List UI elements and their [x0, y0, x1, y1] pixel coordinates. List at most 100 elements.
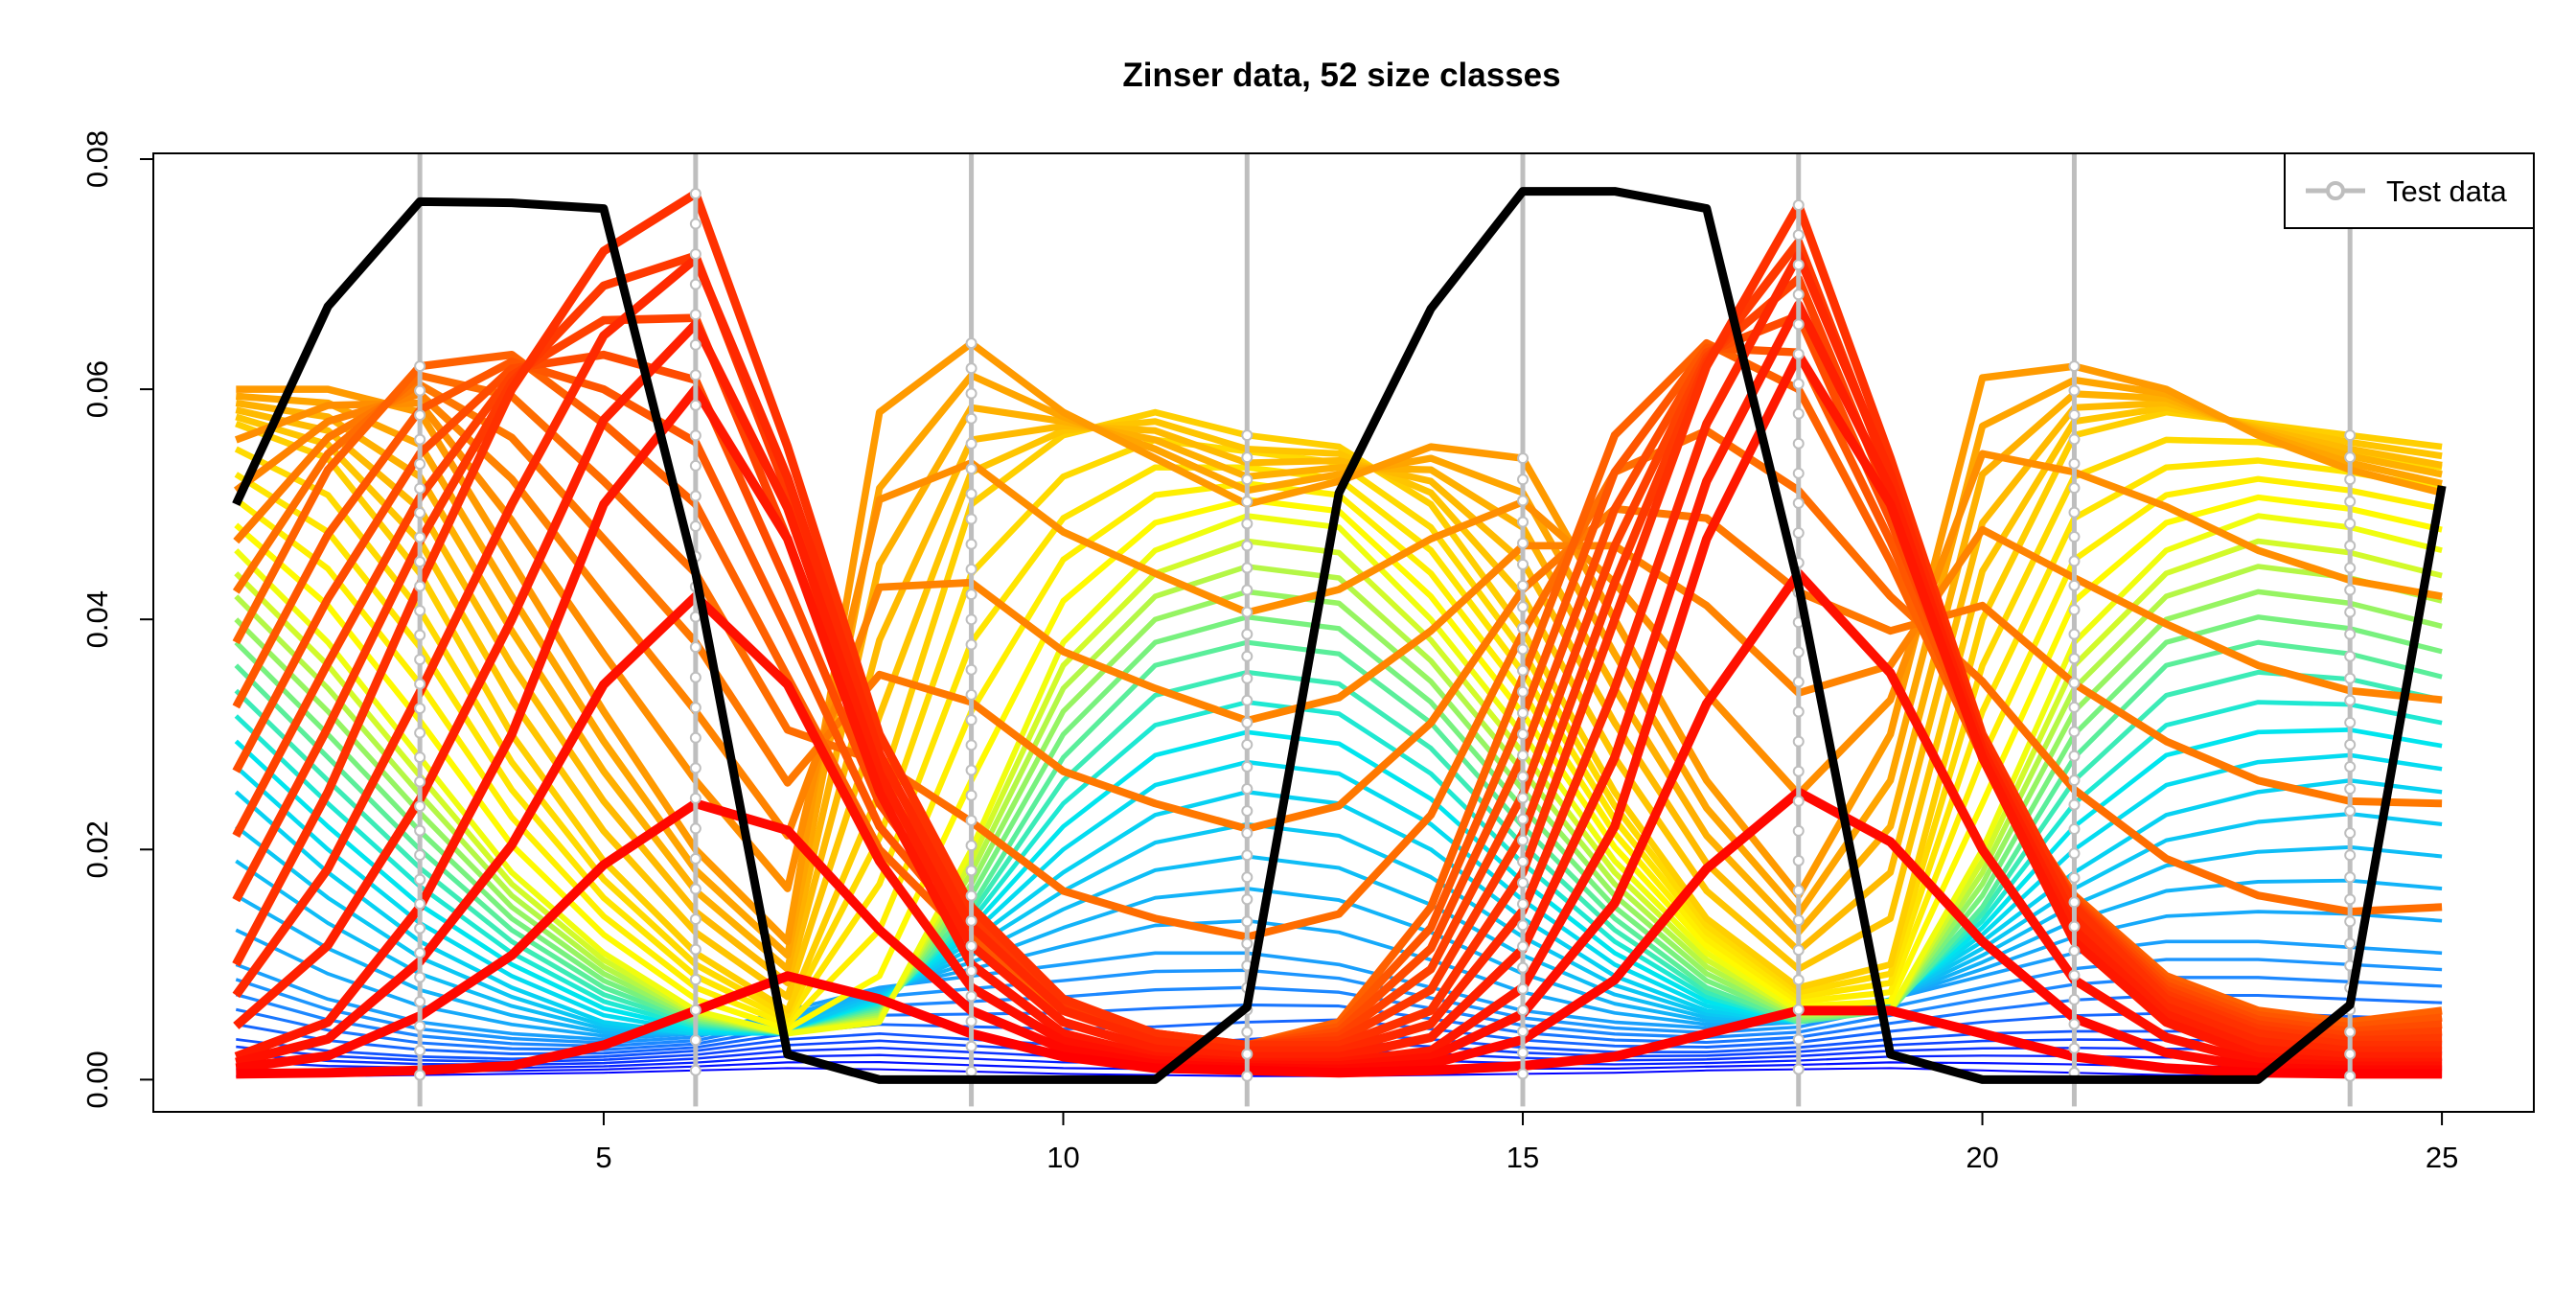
test-data-point	[1792, 526, 1805, 539]
test-data-point	[1517, 580, 1530, 592]
test-data-point	[1517, 961, 1530, 974]
test-data-point	[1517, 495, 1530, 507]
test-data-point	[2068, 1042, 2081, 1054]
test-data-point	[689, 1004, 702, 1016]
test-data-point	[1517, 750, 1530, 762]
test-data-point	[1792, 676, 1805, 688]
legend: Test data	[2284, 152, 2535, 229]
test-data-point	[2344, 451, 2357, 464]
test-data-point	[1517, 792, 1530, 804]
test-data-point	[1241, 783, 1254, 796]
test-data-point	[689, 792, 702, 804]
test-data-point	[965, 563, 978, 575]
test-data-point	[1792, 795, 1805, 807]
test-data-point	[965, 613, 978, 626]
test-data-point	[965, 865, 978, 877]
test-data-point	[2344, 606, 2357, 618]
highlight-series-line-1	[232, 187, 2447, 1084]
test-data-point	[1517, 601, 1530, 613]
test-data-point	[2068, 579, 2081, 591]
test-data-point	[414, 898, 426, 911]
test-data-point	[1792, 229, 1805, 242]
legend-swatch-marker	[2326, 181, 2345, 200]
test-data-point	[1241, 716, 1254, 728]
test-data-point	[1517, 1047, 1530, 1059]
y-tick-label: 0.00	[80, 1051, 114, 1108]
legend-label: Test data	[2386, 174, 2508, 208]
test-data-point	[1517, 1004, 1530, 1016]
test-data-point	[414, 1069, 426, 1081]
test-data-point	[2068, 750, 2081, 762]
test-data-point	[1517, 728, 1530, 741]
test-data-point	[965, 412, 978, 425]
test-data-point	[965, 638, 978, 651]
test-data-point	[414, 824, 426, 837]
test-data-point	[1517, 855, 1530, 867]
test-data-point	[2068, 726, 2081, 738]
test-data-point	[2068, 774, 2081, 787]
test-data-point	[2344, 518, 2357, 530]
test-data-point	[1241, 694, 1254, 706]
test-data-point	[1792, 824, 1805, 837]
test-data-point	[2068, 871, 2081, 884]
test-data-point	[1241, 805, 1254, 818]
test-data-point	[965, 914, 978, 927]
test-data-point	[965, 789, 978, 801]
test-data-point	[689, 702, 702, 714]
test-data-point	[1517, 643, 1530, 656]
test-data-point	[414, 433, 426, 446]
test-data-point	[1792, 765, 1805, 777]
test-data-point	[1241, 473, 1254, 486]
test-data-point	[1517, 771, 1530, 783]
test-data-point	[414, 703, 426, 715]
test-data-point	[1241, 827, 1254, 840]
test-data-point	[414, 947, 426, 959]
highlight-series-layer	[232, 187, 2447, 1084]
chart-title: Zinser data, 52 size classes	[1122, 57, 1560, 94]
test-data-point	[689, 278, 702, 290]
test-data-point	[689, 369, 702, 381]
test-data-point	[965, 1015, 978, 1027]
y-tick-label: 0.04	[80, 590, 114, 648]
test-data-point	[2344, 650, 2357, 662]
test-data-point	[965, 387, 978, 400]
test-data-point	[1792, 1004, 1805, 1016]
test-data-point	[414, 531, 426, 543]
test-data-point	[2068, 384, 2081, 397]
test-data-point	[414, 727, 426, 739]
test-data-point	[2344, 694, 2357, 706]
test-data-point	[414, 996, 426, 1008]
test-data-point	[689, 218, 702, 230]
test-data-point	[2344, 849, 2357, 862]
test-data-point	[1241, 672, 1254, 684]
test-data-point	[414, 678, 426, 690]
test-data-point	[689, 762, 702, 774]
test-data-point	[965, 463, 978, 475]
test-data-point	[689, 490, 702, 502]
test-data-point	[1792, 259, 1805, 271]
test-data-point	[1241, 760, 1254, 773]
test-data-point	[1241, 871, 1254, 884]
test-data-point	[965, 814, 978, 826]
test-data-point	[414, 629, 426, 641]
test-data-point	[2068, 701, 2081, 713]
test-data-point	[414, 384, 426, 397]
test-data-point	[2068, 555, 2081, 567]
test-data-point	[2068, 531, 2081, 543]
test-data-point	[1241, 628, 1254, 640]
test-data-point	[414, 458, 426, 471]
test-data-point	[1792, 854, 1805, 866]
test-data-point	[689, 974, 702, 986]
test-data-point	[965, 840, 978, 852]
test-data-point	[689, 671, 702, 683]
test-data-point	[965, 688, 978, 701]
test-data-point	[2344, 540, 2357, 552]
test-data-point	[1792, 318, 1805, 331]
test-data-point	[965, 663, 978, 676]
test-data-point	[1792, 1063, 1805, 1075]
test-data-point	[689, 188, 702, 200]
test-data-point	[414, 580, 426, 592]
test-data-point	[1792, 199, 1805, 212]
x-tick-label: 15	[1506, 1141, 1539, 1174]
